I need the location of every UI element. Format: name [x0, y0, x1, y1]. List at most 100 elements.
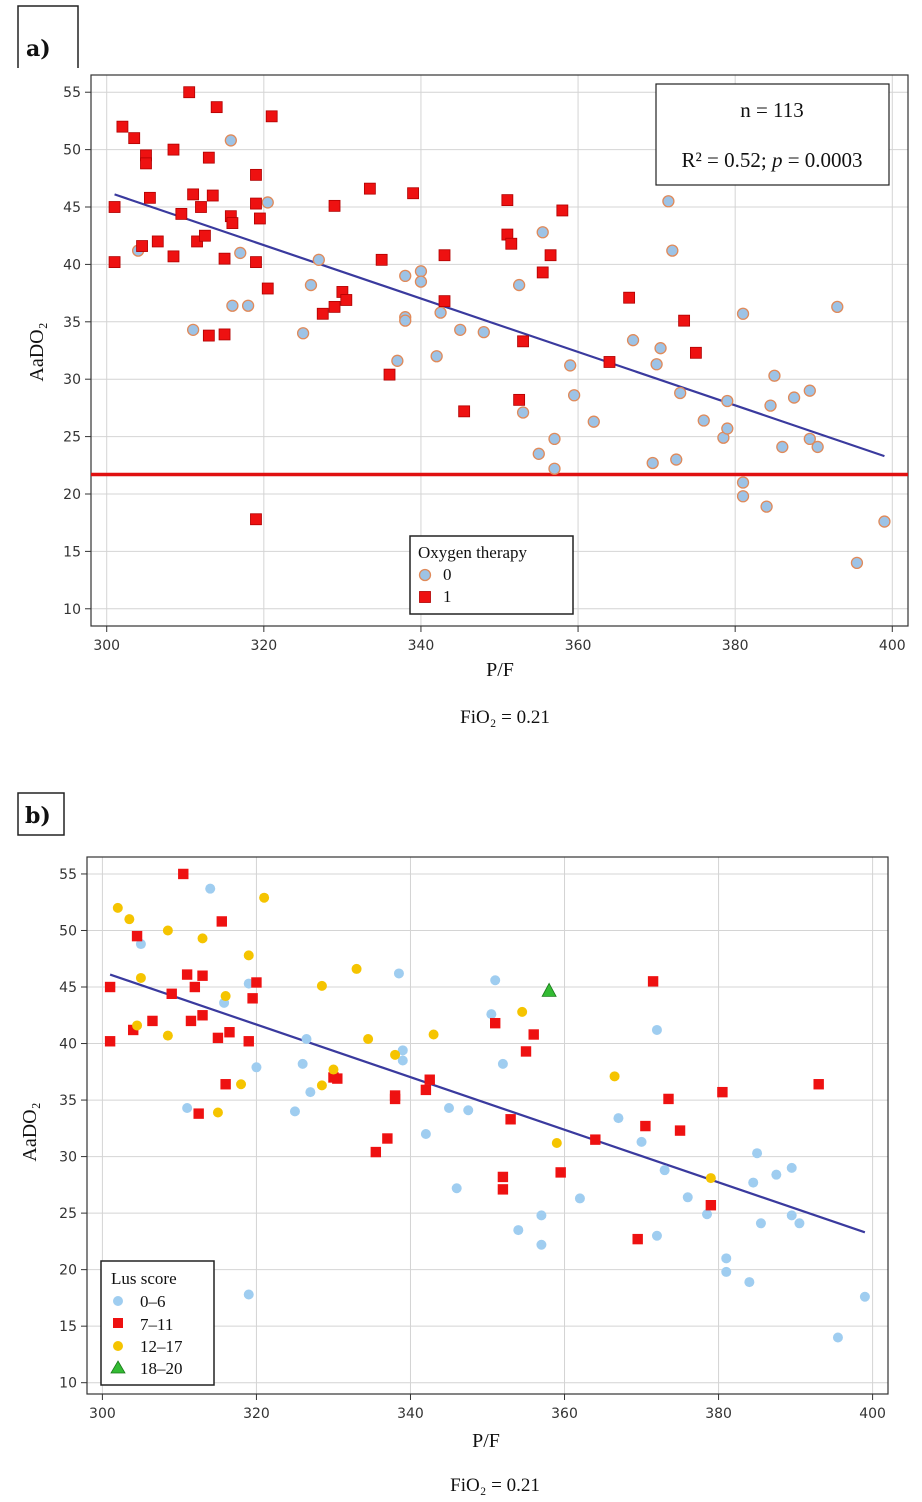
panel-a-point-s1-27 — [250, 256, 262, 269]
panel-b-point-s0-26 — [636, 1136, 647, 1147]
panel-b-point-s0-10 — [305, 1087, 316, 1098]
panel-a-point-s0-13 — [399, 269, 412, 283]
panel-b-point-s0-12 — [397, 1045, 408, 1056]
panel-a-point-s1-16 — [199, 229, 211, 242]
panel-b-point-s0-38 — [771, 1169, 782, 1180]
panel-b-point-s0-36 — [752, 1148, 763, 1159]
panel-b-point-s0-24 — [574, 1193, 585, 1204]
panel-b-plot-frame — [86, 856, 889, 1395]
panel-b-point-s1-42 — [717, 1086, 728, 1098]
panel-a-point-s1-37 — [363, 182, 376, 195]
panel-a-ytick-label-1: 15 — [63, 544, 81, 560]
panel-b-point-s1-29 — [497, 1171, 509, 1183]
panel-a-stats-box: n = 113 R² = 0.52; p = 0.0003 — [655, 83, 890, 186]
panel-a-point-s1-3 — [128, 132, 141, 145]
panel-b-point-s1-18 — [247, 993, 258, 1004]
panel-a-xtick-label-1: 320 — [250, 638, 277, 654]
panel-a-plot-frame — [90, 74, 909, 627]
panel-a-point-s1-36 — [340, 294, 353, 306]
panel-b-point-s0-8 — [297, 1058, 308, 1069]
panel-a-ytick-label-4: 30 — [63, 372, 81, 388]
panel-b-point-s0-9 — [301, 1034, 312, 1045]
panel-b-point-s1-38 — [647, 976, 659, 987]
panel-a-point-s1-12 — [183, 86, 196, 99]
panel-b-point-s0-21 — [513, 1225, 524, 1236]
panel-a-point-s1-26 — [250, 197, 262, 210]
panel-a-point-s1-9 — [167, 143, 180, 156]
panel-b-point-s0-35 — [748, 1177, 759, 1188]
panel-b-point-s1-33 — [528, 1029, 539, 1040]
panel-a-point-s0-32 — [654, 342, 667, 355]
panel-a-regression-line — [114, 193, 885, 458]
panel-b-series-3 — [541, 982, 557, 997]
panel-a-n-text: n = 113 — [740, 98, 804, 122]
panel-b-ytick-label-9: 55 — [59, 867, 77, 883]
panel-a-point-s1-32 — [316, 307, 329, 320]
panel-a-point-s0-45 — [764, 399, 777, 412]
panel-a-point-s0-29 — [626, 334, 640, 347]
panel-a-point-s0-4 — [234, 246, 247, 260]
panel-b-ytick-label-7: 45 — [59, 980, 77, 996]
panel-b-x-ticks: 300 320 340 360 380 400 — [89, 1394, 886, 1422]
panel-a-ytick-label-2: 20 — [63, 487, 81, 503]
panel-a-point-s0-10 — [391, 354, 404, 367]
panel-a-point-s1-19 — [206, 189, 219, 202]
panel-b-point-s0-37 — [755, 1218, 766, 1229]
panel-b-point-s2-5 — [162, 1030, 173, 1041]
panel-b-point-s0-4 — [243, 978, 254, 989]
panel-a-point-s0-28 — [587, 415, 600, 428]
panel-b-point-s1-1 — [104, 1036, 116, 1047]
panel-a-point-s1-50 — [544, 249, 557, 262]
panel-b-point-s0-25 — [613, 1113, 624, 1124]
panel-a-label: a) — [26, 36, 51, 62]
panel-b-ytick-label-6: 40 — [59, 1037, 77, 1053]
panel-b-point-s1-43 — [813, 1079, 824, 1090]
panel-a-series-1 — [108, 86, 702, 526]
panel-a-point-s1-20 — [210, 101, 223, 114]
panel-b-point-s0-19 — [490, 975, 501, 986]
panel-b-point-s2-17 — [390, 1049, 401, 1060]
panel-b-point-s1-19 — [251, 977, 262, 988]
panel-b-y-label: AaDO₂ — [19, 1102, 41, 1161]
panel-b-point-s1-13 — [212, 1032, 224, 1044]
panel-b-point-s1-32 — [520, 1046, 532, 1057]
panel-a-point-s0-26 — [564, 359, 577, 372]
panel-b-legend-marker-0 — [113, 1296, 123, 1306]
panel-a-xtick-label-5: 400 — [879, 638, 906, 654]
panel-a-point-s1-52 — [603, 356, 616, 368]
panel-a-point-s0-53 — [850, 556, 864, 570]
panel-a-point-s0-5 — [241, 299, 255, 312]
panel-a-point-s1-22 — [218, 252, 231, 265]
panel-a-point-s0-35 — [670, 453, 683, 466]
panel-a-p-label: p — [770, 148, 783, 172]
panel-b-series-0 — [135, 883, 870, 1343]
panel-a-point-s1-24 — [226, 217, 239, 229]
panel-b-ytick-label-2: 20 — [59, 1263, 77, 1279]
panel-a-point-s1-17 — [202, 329, 215, 342]
panel-b-points — [104, 868, 870, 1343]
panel-a-y-label: AaDO₂ — [26, 322, 48, 381]
panel-a-point-s1-40 — [407, 187, 419, 200]
panel-b-point-s1-3 — [131, 930, 143, 942]
panel-b-point-s2-3 — [135, 972, 146, 983]
panel-b-point-s0-30 — [682, 1192, 693, 1203]
panel-a-ytick-label-8: 50 — [63, 143, 81, 159]
panel-a-point-s0-41 — [736, 307, 750, 320]
panel-a-point-s0-47 — [776, 440, 789, 454]
panel-b-xtick-label-2: 340 — [397, 1406, 424, 1422]
panel-a-point-s1-0 — [108, 201, 121, 213]
panel-a-ytick-label-5: 35 — [63, 315, 81, 331]
panel-b-point-s1-36 — [632, 1233, 643, 1245]
panel-b-point-s0-23 — [536, 1239, 547, 1250]
panel-a-point-s1-45 — [501, 194, 514, 207]
panel-b-point-s2-15 — [351, 963, 362, 974]
panel-b-point-s2-10 — [243, 950, 254, 961]
panel-a-point-s1-42 — [438, 295, 451, 308]
panel-b-xtick-label-5: 400 — [859, 1406, 886, 1422]
panel-b-point-s1-37 — [640, 1120, 651, 1132]
panel-a-point-s0-39 — [721, 394, 734, 408]
panel-a-legend-title: Oxygen therapy — [418, 543, 528, 562]
panel-b-point-s0-40 — [786, 1210, 797, 1221]
panel-a-point-s0-44 — [760, 500, 773, 513]
